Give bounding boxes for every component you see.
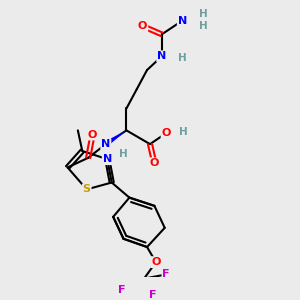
Text: H: H [179, 127, 188, 137]
Text: O: O [88, 130, 97, 140]
Text: N: N [178, 16, 187, 26]
Polygon shape [104, 130, 126, 146]
Text: N: N [157, 51, 167, 61]
Text: F: F [149, 290, 157, 300]
Text: N: N [103, 154, 112, 164]
Text: O: O [138, 21, 147, 31]
Text: O: O [161, 128, 171, 138]
Text: O: O [150, 158, 159, 168]
Text: H: H [199, 9, 207, 19]
Text: H: H [199, 21, 207, 31]
Text: F: F [162, 269, 170, 280]
Text: N: N [101, 139, 110, 149]
Text: H: H [178, 53, 187, 63]
Text: S: S [83, 184, 91, 194]
Text: H: H [119, 149, 128, 159]
Text: O: O [151, 257, 160, 267]
Text: F: F [118, 285, 126, 295]
